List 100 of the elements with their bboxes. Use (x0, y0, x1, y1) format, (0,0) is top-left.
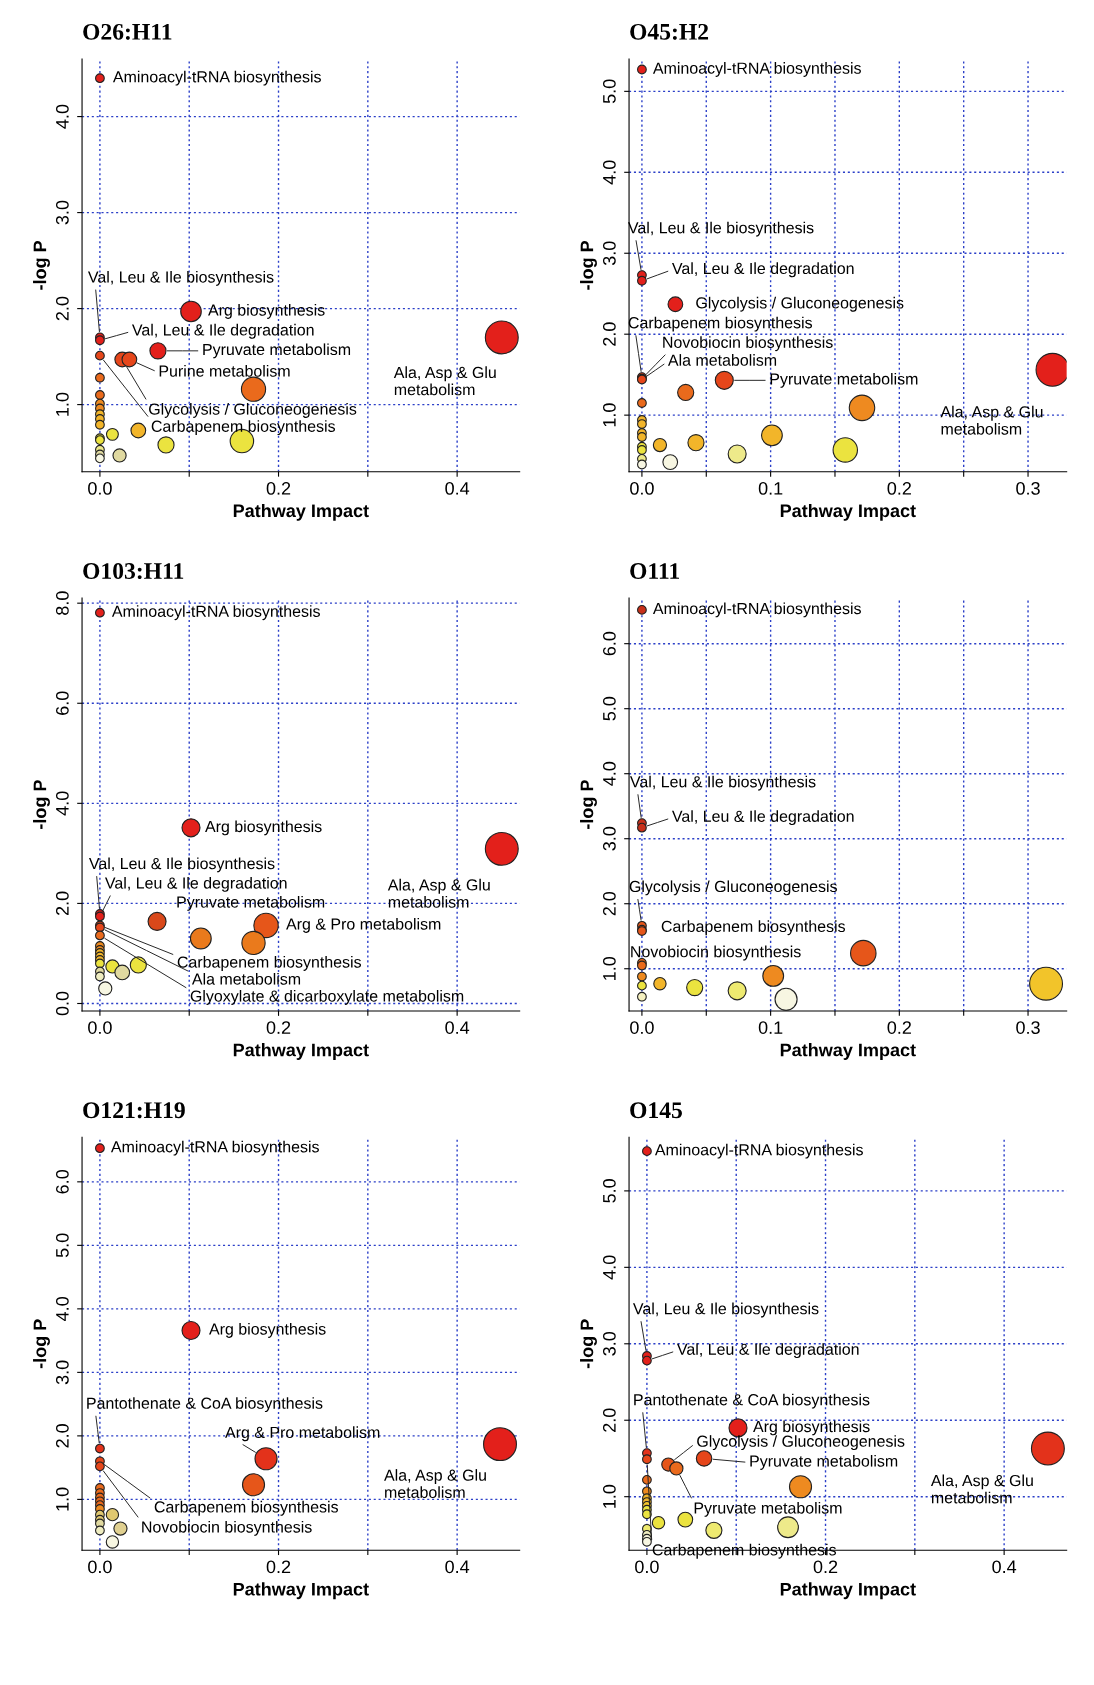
chart-title: O103:H11 (83, 563, 184, 580)
x-tick-label: 0.2 (266, 1560, 291, 1574)
annotation: Arg biosynthesis (205, 820, 322, 836)
annotation: Novobiocin biosynthesis (631, 945, 801, 961)
x-tick-label: 0.4 (445, 1560, 470, 1574)
annotation: Arg biosynthesis (208, 304, 325, 319)
x-tick-label: 0.0 (635, 1560, 659, 1574)
chart-title: O111 (630, 563, 680, 579)
annotation: Aminoacyl-tRNA biosynthesis (110, 1140, 319, 1156)
y-tick-label: 5.0 (55, 1233, 69, 1258)
x-tick-label: 0.0 (88, 1021, 112, 1034)
annotation: Ala, Asp & Glu metabolism (384, 1469, 486, 1499)
x-tick-label: 0.1 (758, 1021, 783, 1034)
y-tick-label: 1.0 (55, 1487, 69, 1511)
chart-title: O121:H19 (83, 1102, 185, 1119)
x-axis-title: Pathway Impact (233, 503, 369, 521)
annotation: Carbapenem biosynthesis (151, 420, 336, 436)
annotation: Ala, Asp & Glu metabolism (930, 1474, 1033, 1504)
y-tick-label: 4.0 (55, 791, 69, 816)
annotation: Val, Leu & Ile degradation (671, 262, 854, 278)
annotation: Glycolysis / Gluconeogenesis (149, 403, 357, 418)
y-tick-label: 3.0 (602, 241, 616, 266)
annotation: Ala metabolism (667, 354, 777, 366)
x-tick-label: 0.1 (758, 482, 783, 495)
annotation: Pantothenate & CoA biosynthesis (634, 1393, 870, 1409)
y-tick-label: 2.0 (55, 891, 69, 916)
y-tick-label: 4.0 (602, 1255, 616, 1280)
annotation: Val, Leu & Ile degradation (671, 810, 854, 826)
annotation: Arg biosynthesis (753, 1420, 870, 1436)
annotation: Val, Leu & Ile biosynthesis (632, 1302, 819, 1318)
y-tick-label: 2.0 (602, 322, 616, 346)
y-tick-label: 4.0 (602, 160, 616, 185)
y-tick-label: 6.0 (602, 631, 616, 656)
y-tick-label: 4.0 (55, 1297, 69, 1321)
y-tick-label: 3.0 (55, 200, 69, 225)
annotation: Arg & Pro metabolism (225, 1426, 380, 1442)
y-axis-title: -log P (33, 780, 50, 829)
y-axis-title: -log P (580, 780, 597, 829)
y-tick-label: 1.0 (602, 403, 616, 427)
x-tick-label: 0.4 (992, 1560, 1017, 1574)
annotation: Carbapenem biosynthesis (661, 920, 846, 936)
y-tick-label: 6.0 (55, 1169, 69, 1194)
x-tick-label: 0.2 (887, 482, 911, 495)
annotation: Val, Leu & Ile degradation (131, 323, 314, 339)
annotation: Pyruvate metabolism (694, 1501, 842, 1517)
annotation: Purine metabolism (159, 365, 290, 377)
annotation: Glycolysis / Gluconeogenesis (697, 1435, 905, 1451)
annotation: Val, Leu & Ile biosynthesis (88, 857, 275, 873)
x-tick-label: 0.0 (88, 482, 112, 495)
y-tick-label: 3.0 (602, 1331, 616, 1356)
annotation: Carbapenem biosynthesis (177, 955, 362, 971)
y-axis-title: -log P (580, 240, 597, 290)
y-tick-label: 1.0 (602, 1484, 616, 1508)
x-tick-label: 0.3 (1016, 1021, 1040, 1034)
y-tick-label: 2.0 (602, 891, 616, 916)
y-tick-label: 8.0 (55, 591, 69, 615)
annotation: Arg & Pro metabolism (286, 917, 441, 933)
y-tick-label: 4.0 (55, 104, 69, 129)
chart-title: O145 (630, 1102, 682, 1119)
annotation: Val, Leu & Ile degradation (104, 876, 287, 892)
y-tick-label: 5.0 (602, 696, 616, 721)
annotation: Val, Leu & Ile degradation (676, 1343, 859, 1359)
y-tick-label: 6.0 (55, 691, 69, 715)
x-axis-title: Pathway Impact (780, 1043, 916, 1060)
annotation: Ala metabolism (191, 972, 301, 985)
y-tick-label: 2.0 (602, 1408, 616, 1432)
annotation: Arg biosynthesis (209, 1323, 326, 1338)
annotation: Aminoacyl-tRNA biosynthesis (112, 70, 321, 86)
y-tick-label: 1.0 (55, 392, 69, 416)
annotation: Glyoxylate & dicarboxylate metabolism (190, 990, 464, 1005)
y-tick-label: 2.0 (55, 1424, 69, 1448)
annotation: Pyruvate metabolism (770, 372, 918, 388)
y-tick-label: 1.0 (602, 956, 616, 980)
annotation: Pyruvate metabolism (750, 1455, 898, 1470)
annotation: Novobiocin biosynthesis (142, 1520, 312, 1536)
annotation: Aminoacyl-tRNA biosynthesis (652, 62, 861, 77)
x-tick-label: 0.2 (813, 1560, 838, 1574)
annotation: Val, Leu & Ile biosynthesis (629, 775, 816, 791)
x-tick-label: 0.2 (266, 482, 291, 495)
annotation: Val, Leu & Ile biosynthesis (87, 270, 274, 286)
annotation: Ala, Asp & Glu metabolism (940, 405, 1043, 435)
annotation: Ala, Asp & Glu metabolism (387, 878, 490, 908)
annotation: Carbapenem biosynthesis (154, 1500, 339, 1516)
x-axis-title: Pathway Impact (233, 1582, 369, 1600)
chart-title: O26:H11 (83, 23, 172, 40)
x-tick-label: 0.0 (630, 482, 654, 495)
chart-title: O45:H2 (630, 23, 709, 40)
annotation: Pyruvate metabolism (203, 343, 351, 359)
x-axis-title: Pathway Impact (233, 1043, 369, 1060)
x-axis-title: Pathway Impact (780, 503, 916, 521)
annotation: Aminoacyl-tRNA biosynthesis (652, 602, 861, 618)
y-tick-label: 5.0 (602, 79, 616, 104)
annotation: Pyruvate metabolism (177, 895, 325, 911)
x-tick-label: 0.2 (887, 1021, 911, 1034)
x-tick-label: 0.3 (1016, 482, 1040, 495)
y-axis-title: -log P (580, 1319, 597, 1369)
y-tick-label: 2.0 (55, 296, 69, 321)
y-tick-label: 3.0 (55, 1360, 69, 1385)
x-tick-label: 0.0 (630, 1021, 654, 1034)
y-axis-title: -log P (33, 1319, 50, 1369)
